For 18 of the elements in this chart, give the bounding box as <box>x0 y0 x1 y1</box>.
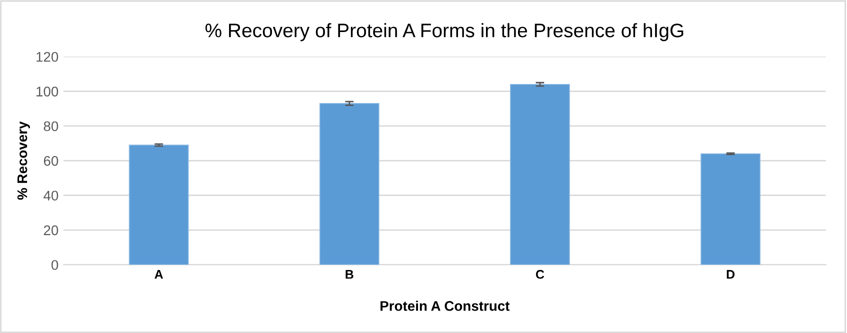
bar <box>510 84 570 265</box>
bar <box>319 103 380 265</box>
bar <box>128 144 189 265</box>
y-tick-label: 0 <box>51 260 58 270</box>
bar <box>700 153 760 265</box>
y-tick-label: 100 <box>36 86 58 96</box>
y-tick-label: 120 <box>36 52 58 62</box>
x-tick-label: B <box>346 270 354 279</box>
x-tick-label: C <box>536 270 544 279</box>
chart-title: % Recovery of Protein A Forms in the Presence of hIgG <box>205 23 684 42</box>
x-tick-label: A <box>154 270 163 279</box>
y-tick-label: 60 <box>44 156 58 166</box>
y-tick-label: 80 <box>44 121 58 132</box>
y-tick-label: 20 <box>44 225 58 236</box>
y-axis-title: % Recovery <box>17 121 30 200</box>
x-tick-label: D <box>726 270 735 279</box>
y-tick-label: 40 <box>44 190 58 201</box>
x-axis-title: Protein A Construct <box>380 300 510 311</box>
